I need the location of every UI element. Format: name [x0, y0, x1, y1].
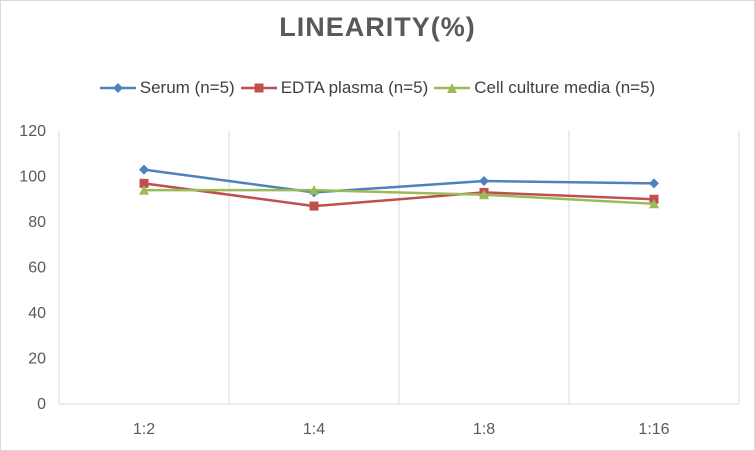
data-point-triangle [479, 189, 489, 200]
data-point-diamond [479, 176, 489, 187]
legend-label-cell-culture-media: Cell culture media (n=5) [474, 78, 656, 97]
y-tick-label: 120 [19, 123, 46, 140]
y-tick-label: 20 [28, 351, 46, 368]
y-tick-label: 0 [37, 396, 46, 413]
legend-item-serum: Serum (n=5) [99, 78, 235, 98]
series-line-2 [144, 188, 655, 206]
data-point-triangle [309, 185, 319, 195]
legend-swatch-edta-plasma [240, 83, 277, 93]
data-point-square [309, 201, 319, 211]
legend-item-cell-culture-media: Cell culture media (n=5) [434, 78, 655, 98]
data-point-triangle [139, 185, 149, 195]
chart-legend: Serum (n=5) EDTA plasma (n=5) Cell cultu… [0, 78, 755, 98]
x-tick-label: 1:16 [638, 421, 669, 438]
legend-swatch-cell-culture-media [434, 83, 471, 93]
x-tick-label: 1:8 [473, 421, 495, 438]
chart-title: LINEARITY(%) [279, 12, 476, 42]
legend-swatch-serum [99, 83, 136, 93]
legend-item-edta-plasma: EDTA plasma (n=5) [240, 78, 429, 98]
legend-label-edta-plasma: EDTA plasma (n=5) [280, 78, 429, 97]
data-point-triangle [649, 198, 659, 209]
y-tick-label: 80 [28, 214, 46, 231]
data-point-diamond [139, 164, 149, 175]
data-point-diamond [649, 178, 659, 189]
x-tick-label: 1:2 [133, 421, 155, 438]
series-line-1 [143, 182, 655, 208]
y-tick-label: 60 [28, 260, 46, 277]
y-tick-label: 100 [19, 169, 46, 186]
data-point-square [139, 178, 149, 188]
y-tick-label: 40 [28, 305, 46, 322]
legend-label-serum: Serum (n=5) [139, 78, 235, 97]
series-line-0 [143, 168, 655, 194]
x-tick-label: 1:4 [303, 421, 325, 438]
